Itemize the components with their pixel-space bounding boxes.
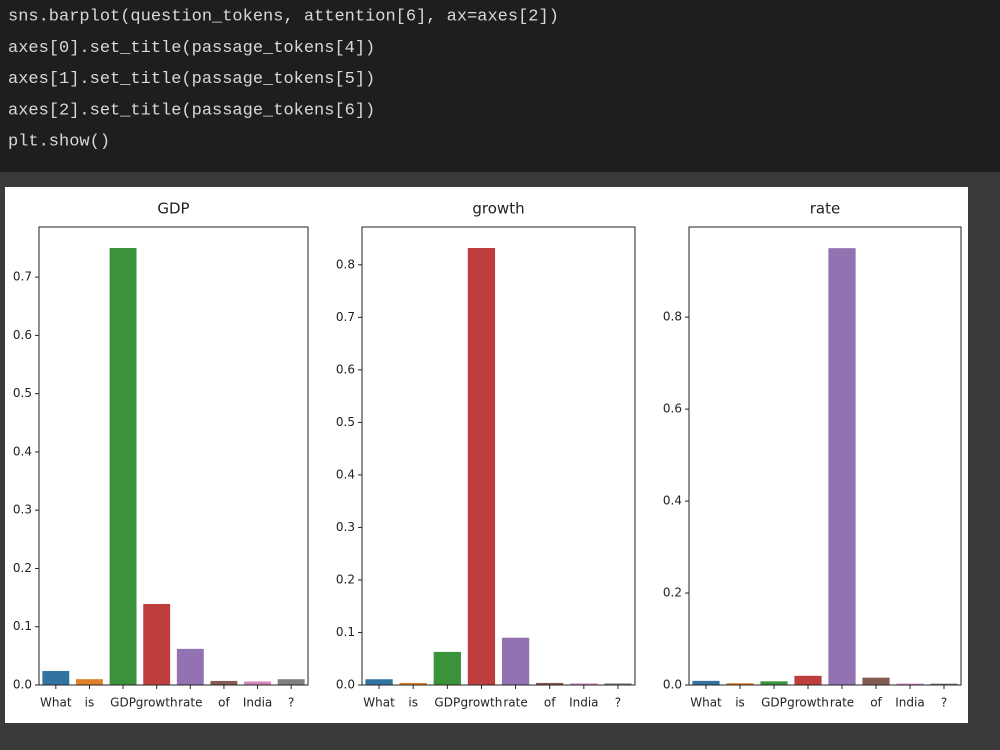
x-tick-label: growth	[136, 696, 178, 710]
bar	[42, 671, 70, 685]
x-tick-label: ?	[615, 696, 621, 710]
y-tick-label: 0.2	[13, 561, 32, 575]
bar	[794, 675, 822, 685]
code-line: axes[0].set_title(passage_tokens[4])	[8, 39, 375, 58]
code-cell	[0, 0, 1000, 172]
x-tick-label: India	[243, 696, 272, 710]
axes-frame	[38, 226, 309, 686]
y-tick-label: 0.8	[663, 310, 682, 324]
y-tick-label: 0.5	[336, 415, 355, 429]
x-tick-label: ?	[288, 696, 294, 710]
bar	[143, 604, 171, 685]
y-tick-label: 0.3	[336, 520, 355, 534]
y-tick-label: 0.2	[336, 572, 355, 586]
x-tick-label: What	[40, 696, 72, 710]
x-tick-label: rate	[830, 696, 854, 710]
x-tick-label: India	[569, 696, 598, 710]
axes-frame	[688, 226, 962, 686]
code-line: plt.show()	[8, 133, 110, 152]
code-line: axes[1].set_title(passage_tokens[5])	[8, 70, 375, 89]
bar	[109, 247, 137, 685]
bar	[244, 681, 272, 685]
bar	[828, 248, 856, 686]
y-tick-label: 0.6	[336, 362, 355, 376]
bar	[692, 680, 720, 685]
y-tick-label: 0.3	[13, 503, 32, 517]
bar	[760, 681, 788, 685]
y-tick-label: 0.4	[336, 467, 355, 481]
y-tick-label: 0.7	[336, 310, 355, 324]
y-tick-label: 0.0	[336, 678, 355, 692]
x-tick-label: What	[690, 696, 722, 710]
chart-title: rate	[810, 200, 840, 218]
bar	[604, 683, 632, 685]
y-tick-label: 0.0	[663, 678, 682, 692]
bar	[277, 679, 305, 685]
y-tick-label: 0.1	[13, 619, 32, 633]
x-tick-label: is	[85, 696, 95, 710]
bar	[399, 682, 427, 685]
x-tick-label: What	[363, 696, 395, 710]
x-tick-label: GDP	[761, 696, 787, 710]
y-tick-label: 0.6	[13, 328, 32, 342]
y-tick-label: 0.2	[663, 586, 682, 600]
y-tick-label: 0.4	[663, 494, 682, 508]
x-tick-label: of	[218, 696, 230, 710]
x-tick-label: of	[870, 696, 882, 710]
bar	[570, 683, 598, 685]
x-tick-label: GDP	[434, 696, 460, 710]
bar	[75, 679, 103, 685]
bar	[433, 651, 461, 685]
code-line: axes[2].set_title(passage_tokens[6])	[8, 101, 375, 120]
x-tick-label: growth	[787, 696, 829, 710]
y-tick-label: 0.6	[663, 402, 682, 416]
x-tick-label: is	[408, 696, 418, 710]
x-tick-label: ?	[941, 696, 947, 710]
x-tick-label: India	[895, 696, 924, 710]
bar	[501, 637, 530, 685]
y-tick-label: 0.8	[336, 257, 355, 271]
bar	[930, 683, 958, 685]
x-tick-label: growth	[461, 696, 503, 710]
code-line: sns.barplot(question_tokens, attention[6…	[8, 7, 559, 26]
chart-title: GDP	[157, 200, 189, 218]
axes-frame	[361, 226, 636, 686]
y-tick-label: 0.5	[13, 386, 32, 400]
bar	[896, 683, 924, 685]
bar	[176, 648, 204, 685]
chart-title: growth	[472, 200, 524, 218]
x-tick-label: GDP	[110, 696, 136, 710]
y-tick-label: 0.0	[13, 678, 32, 692]
bar	[862, 677, 890, 685]
bar	[210, 680, 238, 685]
bar	[365, 679, 393, 685]
y-tick-label: 0.7	[13, 270, 32, 284]
y-tick-label: 0.1	[336, 625, 355, 639]
y-tick-label: 0.4	[13, 444, 32, 458]
x-tick-label: of	[544, 696, 556, 710]
x-tick-label: rate	[503, 696, 527, 710]
bar	[726, 683, 754, 685]
x-tick-label: is	[735, 696, 745, 710]
bar	[467, 248, 496, 686]
x-tick-label: rate	[178, 696, 202, 710]
bar	[536, 682, 564, 685]
